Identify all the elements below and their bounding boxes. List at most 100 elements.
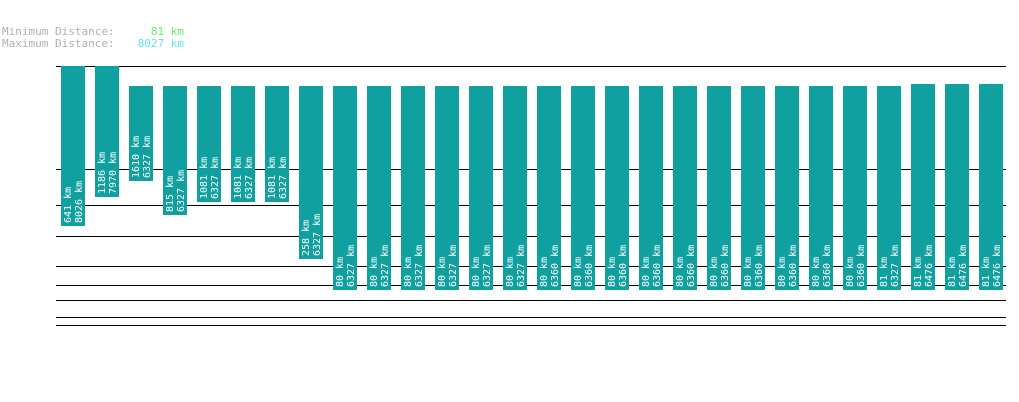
bar-5 [231,86,255,202]
bar-10 [401,86,425,290]
bar-label-max-25: 6476 km [924,245,935,287]
min-distance-row: Minimum Distance: 81 km [2,26,184,38]
bar-label-max-18: 6360 km [686,245,697,287]
bar-group-8: 80 km 6327 km [333,86,357,290]
bar-label-min-27: 81 km [981,257,992,287]
bar-label-max-26: 6476 km [958,245,969,287]
bar-group-21: 80 km 6360 km [775,86,799,290]
bar-label-max-15: 6360 km [584,245,595,287]
bar-4 [197,86,221,202]
bar-7 [299,86,323,259]
bar-label-max-21: 6360 km [788,245,799,287]
bar-label-max-13: 6327 km [516,245,527,287]
max-distance-value: 8027 km [137,37,184,50]
bar-group-0: 641 km 8026 km [61,66,85,226]
bar-label-max-2: 6327 km [142,136,153,178]
bar-15 [571,86,595,290]
bar-label-min-20: 80 km [743,257,754,287]
bar-9 [367,86,391,290]
bar-13 [503,86,527,290]
bar-label-min-11: 80 km [437,257,448,287]
bar-label-min-22: 80 km [811,257,822,287]
bar-0 [61,66,85,226]
bar-16 [605,86,629,290]
bar-group-16: 80 km 6360 km [605,86,629,290]
bar-20 [741,86,765,290]
bar-group-24: 81 km 6327 km [877,86,901,290]
bar-14 [537,86,561,290]
bar-label-min-19: 80 km [709,257,720,287]
bar-group-5: 1081 km 6327 km [231,86,255,202]
bar-label-min-10: 80 km [403,257,414,287]
bar-label-min-7: 258 km [301,220,312,256]
bar-label-min-18: 80 km [675,257,686,287]
bar-label-min-9: 80 km [369,257,380,287]
bar-label-max-27: 6476 km [992,245,1003,287]
bar-group-19: 80 km 6360 km [707,86,731,290]
bar-label-max-10: 6327 km [414,245,425,287]
distance-summary: Minimum Distance: 81 km Maximum Distance:… [2,26,184,50]
bar-group-27: 81 km 6476 km [979,84,1003,290]
bar-label-max-14: 6360 km [550,245,561,287]
bar-group-14: 80 km 6360 km [537,86,561,290]
bar-label-max-9: 6327 km [380,245,391,287]
bar-12 [469,86,493,290]
bar-3 [163,86,187,215]
bar-label-max-11: 6327 km [448,245,459,287]
bar-group-3: 815 km 6327 km [163,86,187,215]
bar-label-min-6: 1081 km [267,157,278,199]
bar-2 [129,86,153,181]
bar-8 [333,86,357,290]
bar-label-max-3: 6327 km [176,170,187,212]
bar-17 [639,86,663,290]
bar-group-15: 80 km 6360 km [571,86,595,290]
bar-label-min-3: 815 km [165,176,176,212]
bar-group-20: 80 km 6360 km [741,86,765,290]
bar-label-min-26: 81 km [947,257,958,287]
bar-label-min-1: 1186 km [97,152,108,194]
bar-label-max-22: 6360 km [822,245,833,287]
bar-27 [979,84,1003,290]
bar-group-10: 80 km 6327 km [401,86,425,290]
bar-label-max-4: 6327 km [210,157,221,199]
bar-21 [775,86,799,290]
bar-label-max-16: 6360 km [618,245,629,287]
bar-group-9: 80 km 6327 km [367,86,391,290]
bar-label-min-24: 81 km [879,257,890,287]
max-distance-label: Maximum Distance: [2,37,115,50]
bar-group-22: 80 km 6360 km [809,86,833,290]
min-distance-label: Minimum Distance: [2,25,115,38]
bar-group-13: 80 km 6327 km [503,86,527,290]
bar-group-26: 81 km 6476 km [945,84,969,290]
bar-group-25: 81 km 6476 km [911,84,935,290]
bar-label-max-12: 6327 km [482,245,493,287]
bar-label-min-0: 641 km [63,187,74,223]
bar-label-max-5: 6327 km [244,157,255,199]
bar-group-6: 1081 km 6327 km [265,86,289,202]
bar-label-min-25: 81 km [913,257,924,287]
bar-19 [707,86,731,290]
max-distance-row: Maximum Distance: 8027 km [2,38,184,50]
bar-label-max-8: 6327 km [346,245,357,287]
bar-group-11: 80 km 6327 km [435,86,459,290]
bar-label-min-21: 80 km [777,257,788,287]
bar-group-12: 80 km 6327 km [469,86,493,290]
bar-label-max-17: 6360 km [652,245,663,287]
bar-group-4: 1081 km 6327 km [197,86,221,202]
min-distance-value: 81 km [150,25,184,38]
bar-6 [265,86,289,202]
bar-22 [809,86,833,290]
bar-group-1: 1186 km 7970 km [95,66,119,197]
bar-label-min-15: 80 km [573,257,584,287]
bar-label-min-12: 80 km [471,257,482,287]
bar-23 [843,86,867,290]
bar-group-7: 258 km 6327 km [299,86,323,259]
bar-label-min-23: 80 km [845,257,856,287]
bar-label-max-6: 6327 km [278,157,289,199]
bar-group-18: 80 km 6360 km [673,86,697,290]
bar-label-min-8: 80 km [335,257,346,287]
bar-18 [673,86,697,290]
bar-label-max-1: 7970 km [108,152,119,194]
